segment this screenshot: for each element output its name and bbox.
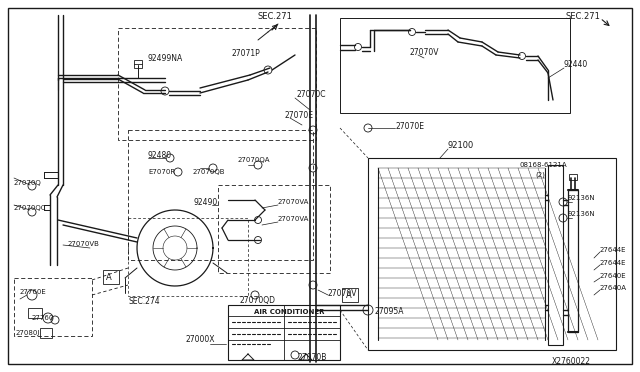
Text: 27760E: 27760E — [20, 289, 47, 295]
Bar — [342, 288, 358, 302]
Text: 92136N: 92136N — [568, 211, 596, 217]
Text: 27070QC: 27070QC — [14, 205, 47, 211]
Text: 92499NA: 92499NA — [148, 54, 183, 62]
Text: 92490: 92490 — [194, 198, 218, 206]
Bar — [40, 328, 52, 338]
Text: 27070VB: 27070VB — [68, 241, 100, 247]
Text: A: A — [106, 273, 112, 282]
Text: 27070VA: 27070VA — [278, 216, 309, 222]
Bar — [340, 18, 570, 113]
Text: A: A — [346, 291, 352, 299]
Text: 27070VA: 27070VA — [278, 199, 309, 205]
Text: 27071P: 27071P — [232, 48, 260, 58]
Bar — [134, 60, 142, 68]
Bar — [14, 278, 92, 336]
Text: 27070E: 27070E — [285, 110, 314, 119]
Text: E7070R: E7070R — [148, 169, 175, 175]
Bar — [569, 174, 577, 180]
Bar — [128, 218, 248, 296]
Text: 92480: 92480 — [148, 151, 172, 160]
Text: 27640A: 27640A — [600, 285, 627, 291]
Bar — [548, 165, 563, 345]
Text: 08168-6121A: 08168-6121A — [520, 162, 568, 168]
Text: 27760: 27760 — [32, 315, 54, 321]
Text: 27070Q: 27070Q — [14, 180, 42, 186]
Text: SEC.271: SEC.271 — [258, 12, 293, 20]
Text: SEC.274: SEC.274 — [128, 298, 159, 307]
Text: 27095A: 27095A — [375, 308, 404, 317]
Text: 27080J: 27080J — [16, 330, 40, 336]
Text: 27070V: 27070V — [410, 48, 440, 57]
Bar — [128, 130, 313, 260]
Text: 27070QA: 27070QA — [238, 157, 271, 163]
Text: 92440: 92440 — [564, 60, 588, 68]
Text: 92100: 92100 — [448, 141, 474, 150]
Bar — [118, 28, 316, 140]
Text: 27640E: 27640E — [600, 273, 627, 279]
Text: 27070QB: 27070QB — [193, 169, 225, 175]
Text: X2760022: X2760022 — [552, 357, 591, 366]
Bar — [103, 270, 119, 284]
Text: 27070QD: 27070QD — [240, 295, 276, 305]
Bar — [368, 158, 616, 350]
Text: SEC.271: SEC.271 — [566, 12, 601, 20]
Bar — [568, 190, 578, 332]
Text: 27644E: 27644E — [600, 247, 627, 253]
Bar — [28, 308, 42, 318]
Text: 92136N: 92136N — [568, 195, 596, 201]
Text: 27070B: 27070B — [298, 353, 328, 362]
Text: 27070C: 27070C — [297, 90, 326, 99]
Text: 27070E: 27070E — [396, 122, 425, 131]
Bar — [218, 185, 330, 273]
Text: 27000X: 27000X — [185, 336, 214, 344]
Text: 27644E: 27644E — [600, 260, 627, 266]
Text: 27070V: 27070V — [328, 289, 358, 298]
Text: AIR CONDITIONER: AIR CONDITIONER — [254, 309, 324, 315]
Text: (2): (2) — [535, 172, 545, 178]
Bar — [228, 305, 340, 360]
